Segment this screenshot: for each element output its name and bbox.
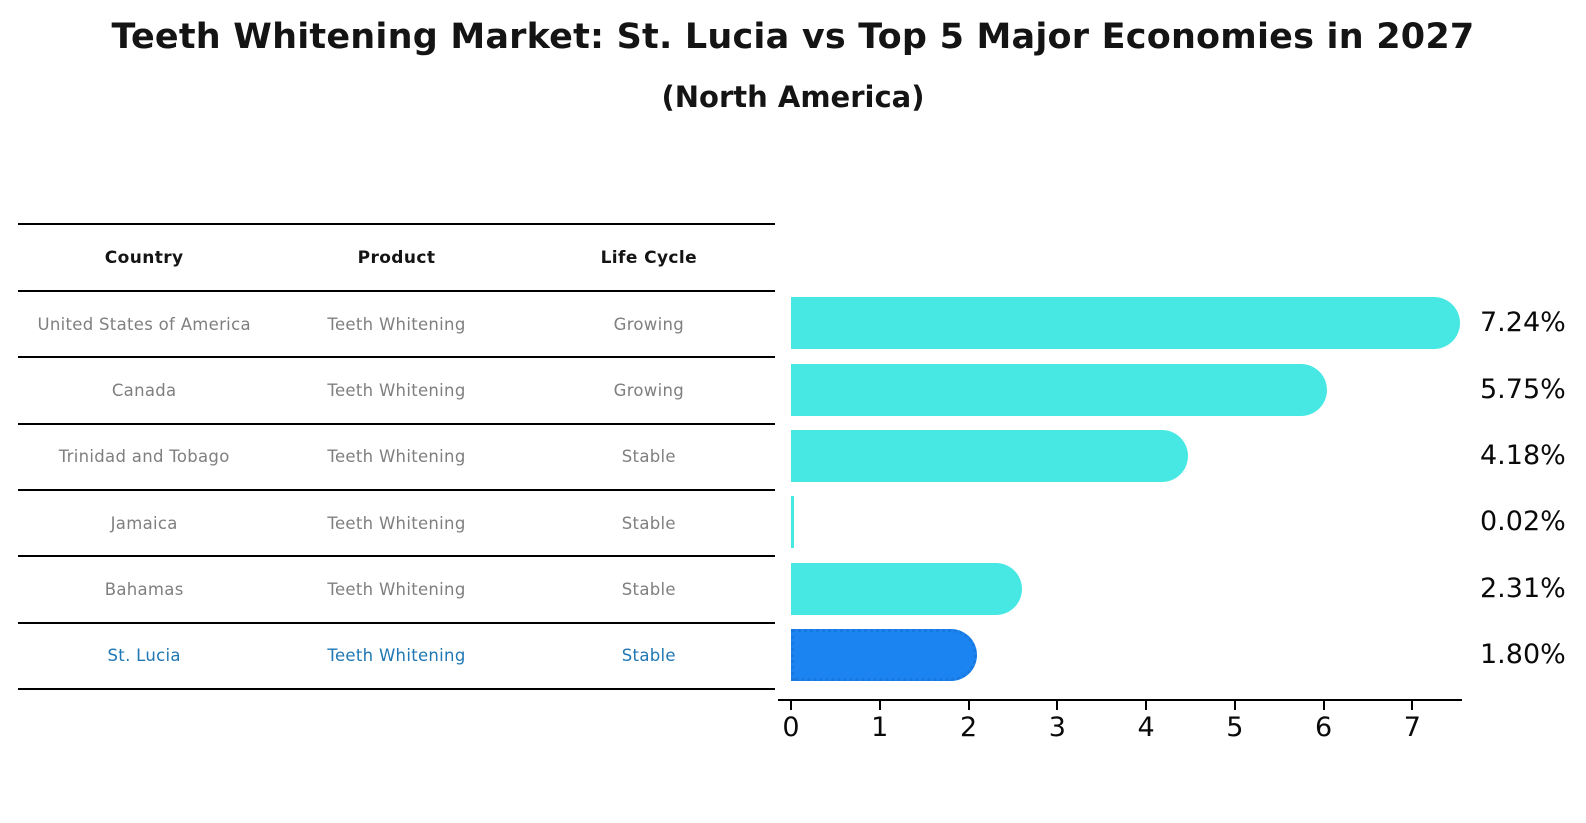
x-tick-mark-2 xyxy=(967,701,970,710)
cell-country: St. Lucia xyxy=(107,646,181,666)
cell-life-cycle: Stable xyxy=(621,579,676,599)
cell-country: Jamaica xyxy=(110,513,178,533)
x-tick-mark-3 xyxy=(1056,701,1059,710)
country-info-table: Country Product Life Cycle United States… xyxy=(18,223,775,690)
cell-product: Teeth Whitening xyxy=(327,513,466,533)
cell-product: Teeth Whitening xyxy=(327,447,466,467)
chart-title: Teeth Whitening Market: St. Lucia vs Top… xyxy=(111,17,1475,57)
cell-country: Bahamas xyxy=(104,579,184,599)
table-row-trinidad-and-tobago: Trinidad and Tobago Teeth Whitening Stable xyxy=(18,425,775,491)
x-tick-label-3: 3 xyxy=(1048,712,1066,743)
cell-life-cycle: Stable xyxy=(621,646,676,666)
x-tick-label-4: 4 xyxy=(1137,712,1155,743)
value-label-bahamas: 2.31% xyxy=(1480,572,1566,604)
cell-life-cycle: Stable xyxy=(621,447,676,467)
table-row-jamaica: Jamaica Teeth Whitening Stable xyxy=(18,491,775,558)
value-label-jamaica: 0.02% xyxy=(1480,506,1566,538)
value-label-canada: 5.75% xyxy=(1480,373,1566,405)
x-tick-mark-6 xyxy=(1322,701,1325,710)
x-tick-mark-4 xyxy=(1145,701,1148,710)
value-label-st-lucia: 1.80% xyxy=(1480,638,1566,670)
x-tick-label-5: 5 xyxy=(1226,712,1244,743)
x-tick-mark-0 xyxy=(790,701,792,710)
x-tick-mark-1 xyxy=(878,701,881,710)
table-row-united-states-of-america: United States of America Teeth Whitening G… xyxy=(18,292,775,359)
bar-jamaica xyxy=(791,496,794,549)
cell-country: Canada xyxy=(111,380,177,400)
x-tick-label-0: 0 xyxy=(782,712,800,743)
bar-st-lucia xyxy=(791,628,977,681)
chart-subtitle: (North America) xyxy=(661,80,925,114)
cell-product: Teeth Whitening xyxy=(327,380,466,400)
table-row-canada: Canada Teeth Whitening Growing xyxy=(18,358,775,425)
bar-united-states-of-america xyxy=(791,297,1460,350)
bar-trinidad-and-tobago xyxy=(791,429,1189,482)
value-label-united-states-of-america: 7.24% xyxy=(1480,307,1566,339)
x-tick-mark-5 xyxy=(1233,701,1236,710)
cell-life-cycle: Stable xyxy=(621,513,676,533)
x-tick-label-2: 2 xyxy=(959,712,978,743)
cell-country: United States of America xyxy=(37,314,251,334)
x-tick-label-7: 7 xyxy=(1403,712,1421,743)
table-header-row: Country Product Life Cycle xyxy=(18,225,775,292)
bar-canada xyxy=(791,363,1328,416)
table-body: United States of America Teeth Whitening G… xyxy=(18,292,775,690)
x-tick-label-1: 1 xyxy=(871,712,889,743)
x-axis-line xyxy=(778,699,1462,701)
x-tick-label-6: 6 xyxy=(1315,712,1333,743)
cell-product: Teeth Whitening xyxy=(327,579,466,599)
cell-country: Trinidad and Tobago xyxy=(58,447,230,467)
column-header-life-cycle: Life Cycle xyxy=(600,247,698,268)
cell-product: Teeth Whitening xyxy=(327,314,466,334)
column-header-product: Product xyxy=(357,247,436,268)
column-header-country: Country xyxy=(104,247,184,268)
table-row-st-lucia: St. Lucia Teeth Whitening Stable xyxy=(18,624,775,690)
x-tick-mark-7 xyxy=(1411,701,1414,710)
cell-life-cycle: Growing xyxy=(613,314,685,334)
cell-product: Teeth Whitening xyxy=(327,646,466,666)
table-row-bahamas: Bahamas Teeth Whitening Stable xyxy=(18,557,775,624)
cell-life-cycle: Growing xyxy=(613,380,685,400)
bar-bahamas xyxy=(791,562,1023,615)
value-label-trinidad-and-tobago: 4.18% xyxy=(1480,439,1566,471)
